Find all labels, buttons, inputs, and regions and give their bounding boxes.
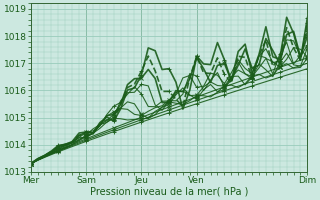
X-axis label: Pression niveau de la mer( hPa ): Pression niveau de la mer( hPa ) (90, 187, 248, 197)
